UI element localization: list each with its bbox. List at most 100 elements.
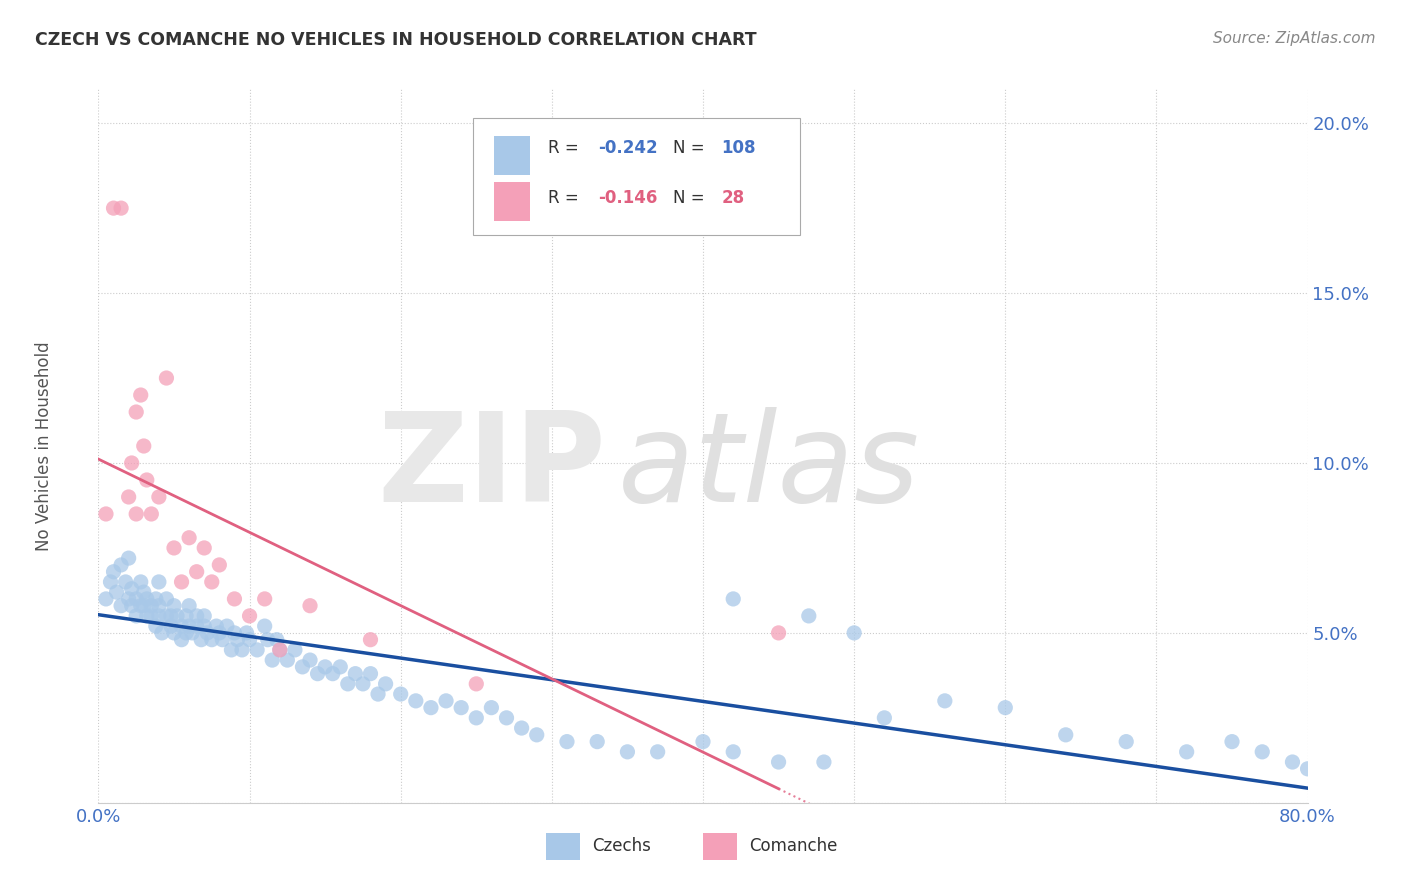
- Text: N =: N =: [672, 139, 710, 157]
- Point: [481, 700, 503, 714]
- Point: [434, 694, 457, 708]
- Text: CZECH VS COMANCHE NO VEHICLES IN HOUSEHOLD CORRELATION CHART: CZECH VS COMANCHE NO VEHICLES IN HOUSEHO…: [35, 31, 756, 49]
- Point: [186, 565, 208, 579]
- Point: [148, 574, 170, 589]
- Point: [616, 745, 638, 759]
- Point: [155, 608, 177, 623]
- Point: [276, 653, 298, 667]
- Point: [262, 653, 284, 667]
- Bar: [546, 833, 579, 860]
- Point: [125, 405, 148, 419]
- Point: [360, 632, 382, 647]
- Point: [1175, 745, 1198, 759]
- Point: [179, 599, 201, 613]
- Point: [253, 591, 276, 606]
- Point: [181, 626, 204, 640]
- Point: [174, 608, 197, 623]
- Point: [934, 694, 956, 708]
- Point: [125, 507, 148, 521]
- Point: [246, 643, 269, 657]
- Point: [692, 734, 714, 748]
- Point: [135, 473, 157, 487]
- Point: [155, 371, 177, 385]
- Point: [235, 626, 257, 640]
- Point: [166, 608, 188, 623]
- Point: [155, 591, 177, 606]
- Point: [135, 591, 157, 606]
- Point: [160, 619, 183, 633]
- Text: N =: N =: [672, 189, 710, 207]
- Point: [201, 632, 224, 647]
- Point: [389, 687, 412, 701]
- Point: [163, 541, 186, 555]
- Point: [586, 734, 609, 748]
- Point: [170, 574, 193, 589]
- Text: ZIP: ZIP: [378, 407, 606, 528]
- Point: [121, 456, 143, 470]
- Point: [231, 643, 253, 657]
- Point: [125, 591, 148, 606]
- Text: atlas: atlas: [619, 407, 921, 528]
- Point: [121, 599, 143, 613]
- Point: [118, 490, 141, 504]
- Point: [555, 734, 578, 748]
- Point: [256, 632, 278, 647]
- Point: [1220, 734, 1243, 748]
- Point: [221, 643, 243, 657]
- Point: [465, 711, 488, 725]
- Point: [1054, 728, 1077, 742]
- Point: [215, 619, 238, 633]
- Point: [1281, 755, 1303, 769]
- Point: [114, 574, 136, 589]
- Text: Comanche: Comanche: [749, 838, 838, 855]
- Point: [239, 608, 262, 623]
- Point: [1115, 734, 1137, 748]
- Point: [239, 632, 262, 647]
- Point: [170, 632, 193, 647]
- Point: [226, 632, 249, 647]
- Point: [129, 388, 152, 402]
- Point: [1296, 762, 1319, 776]
- Point: [132, 439, 155, 453]
- Point: [193, 608, 215, 623]
- Point: [94, 507, 117, 521]
- Point: [132, 599, 155, 613]
- Text: Czechs: Czechs: [592, 838, 651, 855]
- Point: [291, 660, 314, 674]
- Point: [132, 585, 155, 599]
- Point: [100, 574, 122, 589]
- Point: [135, 608, 157, 623]
- Point: [405, 694, 427, 708]
- Point: [336, 677, 359, 691]
- Point: [307, 666, 329, 681]
- Point: [269, 643, 291, 657]
- Point: [110, 558, 132, 572]
- Point: [174, 626, 197, 640]
- Point: [129, 574, 152, 589]
- Point: [205, 619, 228, 633]
- Point: [148, 490, 170, 504]
- Bar: [494, 182, 530, 221]
- Point: [201, 574, 224, 589]
- Point: [179, 619, 201, 633]
- Point: [118, 551, 141, 566]
- Point: [103, 201, 125, 215]
- Point: [105, 585, 128, 599]
- Point: [190, 632, 212, 647]
- Point: [465, 677, 488, 691]
- Bar: [703, 833, 737, 860]
- Point: [299, 599, 322, 613]
- Text: -0.242: -0.242: [598, 139, 658, 157]
- Point: [118, 591, 141, 606]
- Point: [163, 599, 186, 613]
- Point: [141, 599, 163, 613]
- Point: [211, 632, 233, 647]
- Point: [269, 643, 291, 657]
- Point: [253, 619, 276, 633]
- Point: [110, 201, 132, 215]
- Point: [873, 711, 896, 725]
- Point: [125, 608, 148, 623]
- Text: -0.146: -0.146: [598, 189, 657, 207]
- Text: R =: R =: [548, 189, 585, 207]
- Point: [148, 599, 170, 613]
